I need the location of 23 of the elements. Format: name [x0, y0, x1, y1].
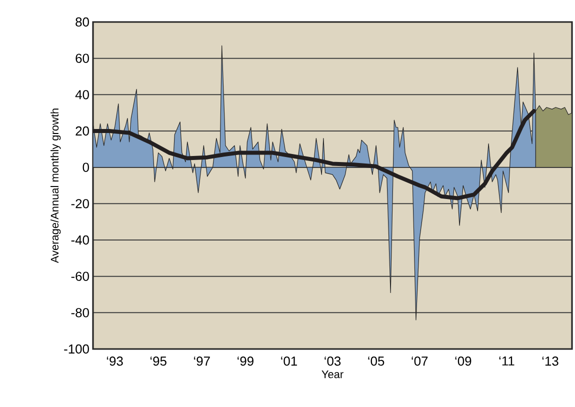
x-tick-label: ‘11: [499, 356, 514, 366]
y-tick-label: -60: [71, 272, 89, 281]
y-tick-label: -20: [71, 199, 89, 208]
y-tick-label: -80: [71, 308, 89, 318]
x-tick-label: ‘03: [324, 356, 341, 366]
x-tick-label: ‘93: [106, 356, 123, 366]
y-axis-title: Average/Annual monthly growth: [50, 108, 61, 264]
x-tick-label: ‘97: [194, 356, 210, 366]
x-tick-label: ‘05: [368, 356, 384, 366]
x-tick-label: ‘13: [542, 356, 558, 366]
y-tick-label: -40: [71, 235, 89, 245]
x-tick-label: ‘01: [281, 356, 297, 366]
y-tick-label: -100: [64, 344, 89, 354]
y-tick-label: 60: [76, 54, 89, 63]
y-tick-label: 0: [82, 162, 89, 172]
y-tick-label: 80: [76, 17, 89, 27]
x-tick-label: ‘95: [150, 356, 166, 366]
x-tick-label: ‘09: [455, 356, 472, 366]
y-tick-label: 20: [76, 126, 89, 136]
x-tick-label: ‘07: [412, 356, 428, 366]
x-tick-label: ‘99: [238, 356, 254, 366]
y-tick-label: 40: [75, 90, 89, 100]
x-axis-title: Year: [322, 370, 344, 378]
